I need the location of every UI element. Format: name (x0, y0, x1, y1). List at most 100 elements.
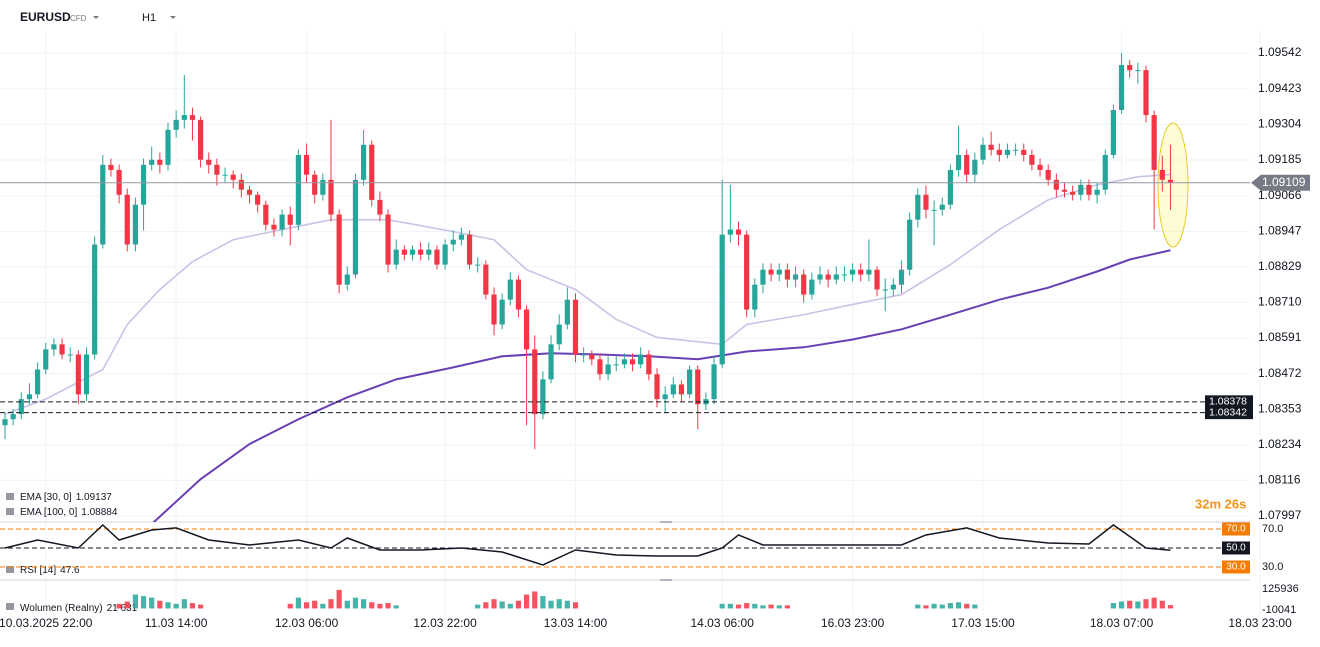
candle-body (776, 269, 782, 275)
candle-body (418, 249, 424, 255)
candle-body (238, 179, 244, 190)
legend-icon[interactable] (6, 508, 14, 515)
x-tick-label: 12.03 22:00 (413, 616, 477, 630)
candle-body (75, 354, 81, 395)
candle-body (1070, 191, 1076, 195)
candle-body (295, 154, 301, 225)
volume-bar (140, 596, 147, 609)
y-tick-label: 1.08829 (1258, 259, 1302, 273)
candles (2, 53, 1174, 450)
volume-bar (524, 594, 530, 609)
candle-body (173, 119, 179, 130)
candle-body (1110, 109, 1116, 155)
candle-body (59, 344, 65, 355)
candle-body (841, 274, 848, 276)
candle-body (1102, 154, 1108, 190)
symbol[interactable]: EURUSD (20, 10, 71, 24)
candle-body (442, 244, 448, 265)
candle-body (198, 119, 204, 160)
volume-bar (295, 597, 301, 609)
candle-body (450, 239, 456, 245)
candle-body (108, 164, 114, 170)
candle-body (850, 269, 856, 275)
ema-line (152, 249, 1171, 522)
candle-body (556, 324, 562, 345)
volume-bar (744, 603, 750, 609)
candle-body (1143, 70, 1149, 116)
candle-body (43, 349, 49, 370)
interval-dropdown[interactable] (170, 16, 176, 19)
candle-body (1135, 70, 1141, 72)
candle-body (1151, 115, 1157, 170)
volume-bar (475, 604, 481, 609)
candle-body (980, 144, 986, 160)
candle-body (890, 284, 896, 290)
candle-body (515, 279, 522, 310)
legend-entry: EMA [30, 0] 1.09137 (20, 492, 112, 503)
volume-bar (727, 603, 733, 609)
volume-bar (515, 600, 522, 609)
volume-bar (719, 603, 725, 609)
y-tick-label: 1.09185 (1258, 152, 1302, 166)
candle-body (882, 289, 888, 291)
candle-body (279, 214, 285, 230)
pane-handle[interactable] (660, 579, 672, 581)
volume-bar (768, 604, 774, 609)
candle-body (263, 204, 269, 225)
candle-body (972, 159, 978, 175)
legend-name: EMA [100, 0] (20, 507, 77, 518)
volume-bar (735, 604, 742, 609)
candle-body (328, 179, 334, 215)
volume-bar (312, 600, 318, 609)
candle-body (499, 299, 505, 325)
volume-bar (1110, 603, 1116, 609)
countdown: 32m 26s (1195, 496, 1246, 511)
rsi-level-label: 70.0 (1226, 524, 1246, 535)
x-tick-label: 14.03 06:00 (690, 616, 754, 630)
candle-body (939, 204, 945, 210)
candle-body (915, 194, 921, 220)
candle-body (621, 359, 627, 365)
candle-body (711, 364, 717, 400)
x-tick-label: 16.03 23:00 (821, 616, 885, 630)
legend-icon[interactable] (6, 566, 14, 573)
candle-body (369, 144, 375, 200)
candle-body (230, 174, 236, 180)
candle-body (312, 174, 318, 195)
candle-body (303, 154, 310, 175)
candle-body (670, 384, 676, 395)
candle-body (18, 399, 24, 415)
candle-body (361, 144, 367, 180)
volume-bar (548, 600, 554, 609)
candle-body (458, 234, 464, 240)
candle-body (2, 419, 8, 426)
volume-tick-label: 125936 (1262, 583, 1299, 595)
candle-body (817, 274, 823, 280)
candle-body (581, 354, 587, 356)
volume-bar (931, 603, 937, 609)
rsi-tick-label: 30.0 (1262, 561, 1283, 573)
candle-body (206, 159, 212, 165)
candle-body (996, 149, 1002, 155)
legend-icon[interactable] (6, 603, 14, 610)
candle-body (1118, 65, 1125, 110)
interval[interactable]: H1 (142, 12, 156, 24)
candle-body (744, 234, 750, 310)
volume-bar (287, 603, 293, 609)
volume-bar (385, 603, 391, 609)
rsi-line (4, 523, 1171, 566)
volume-bar (564, 600, 570, 609)
volume-bar (116, 603, 122, 609)
candle-body (165, 129, 171, 165)
level-label: 1.08342 (1209, 406, 1247, 418)
symbol-dropdown[interactable] (93, 16, 99, 19)
legend-icon[interactable] (6, 493, 14, 500)
rsi-level-label: 50.0 (1226, 543, 1246, 554)
legend-value: 1.09137 (76, 492, 113, 503)
candle-body (792, 274, 799, 280)
y-tick-label: 1.07997 (1258, 508, 1302, 522)
candle-body (695, 369, 701, 405)
y-tick-label: 1.08472 (1258, 366, 1302, 380)
pane-handle[interactable] (660, 521, 672, 523)
